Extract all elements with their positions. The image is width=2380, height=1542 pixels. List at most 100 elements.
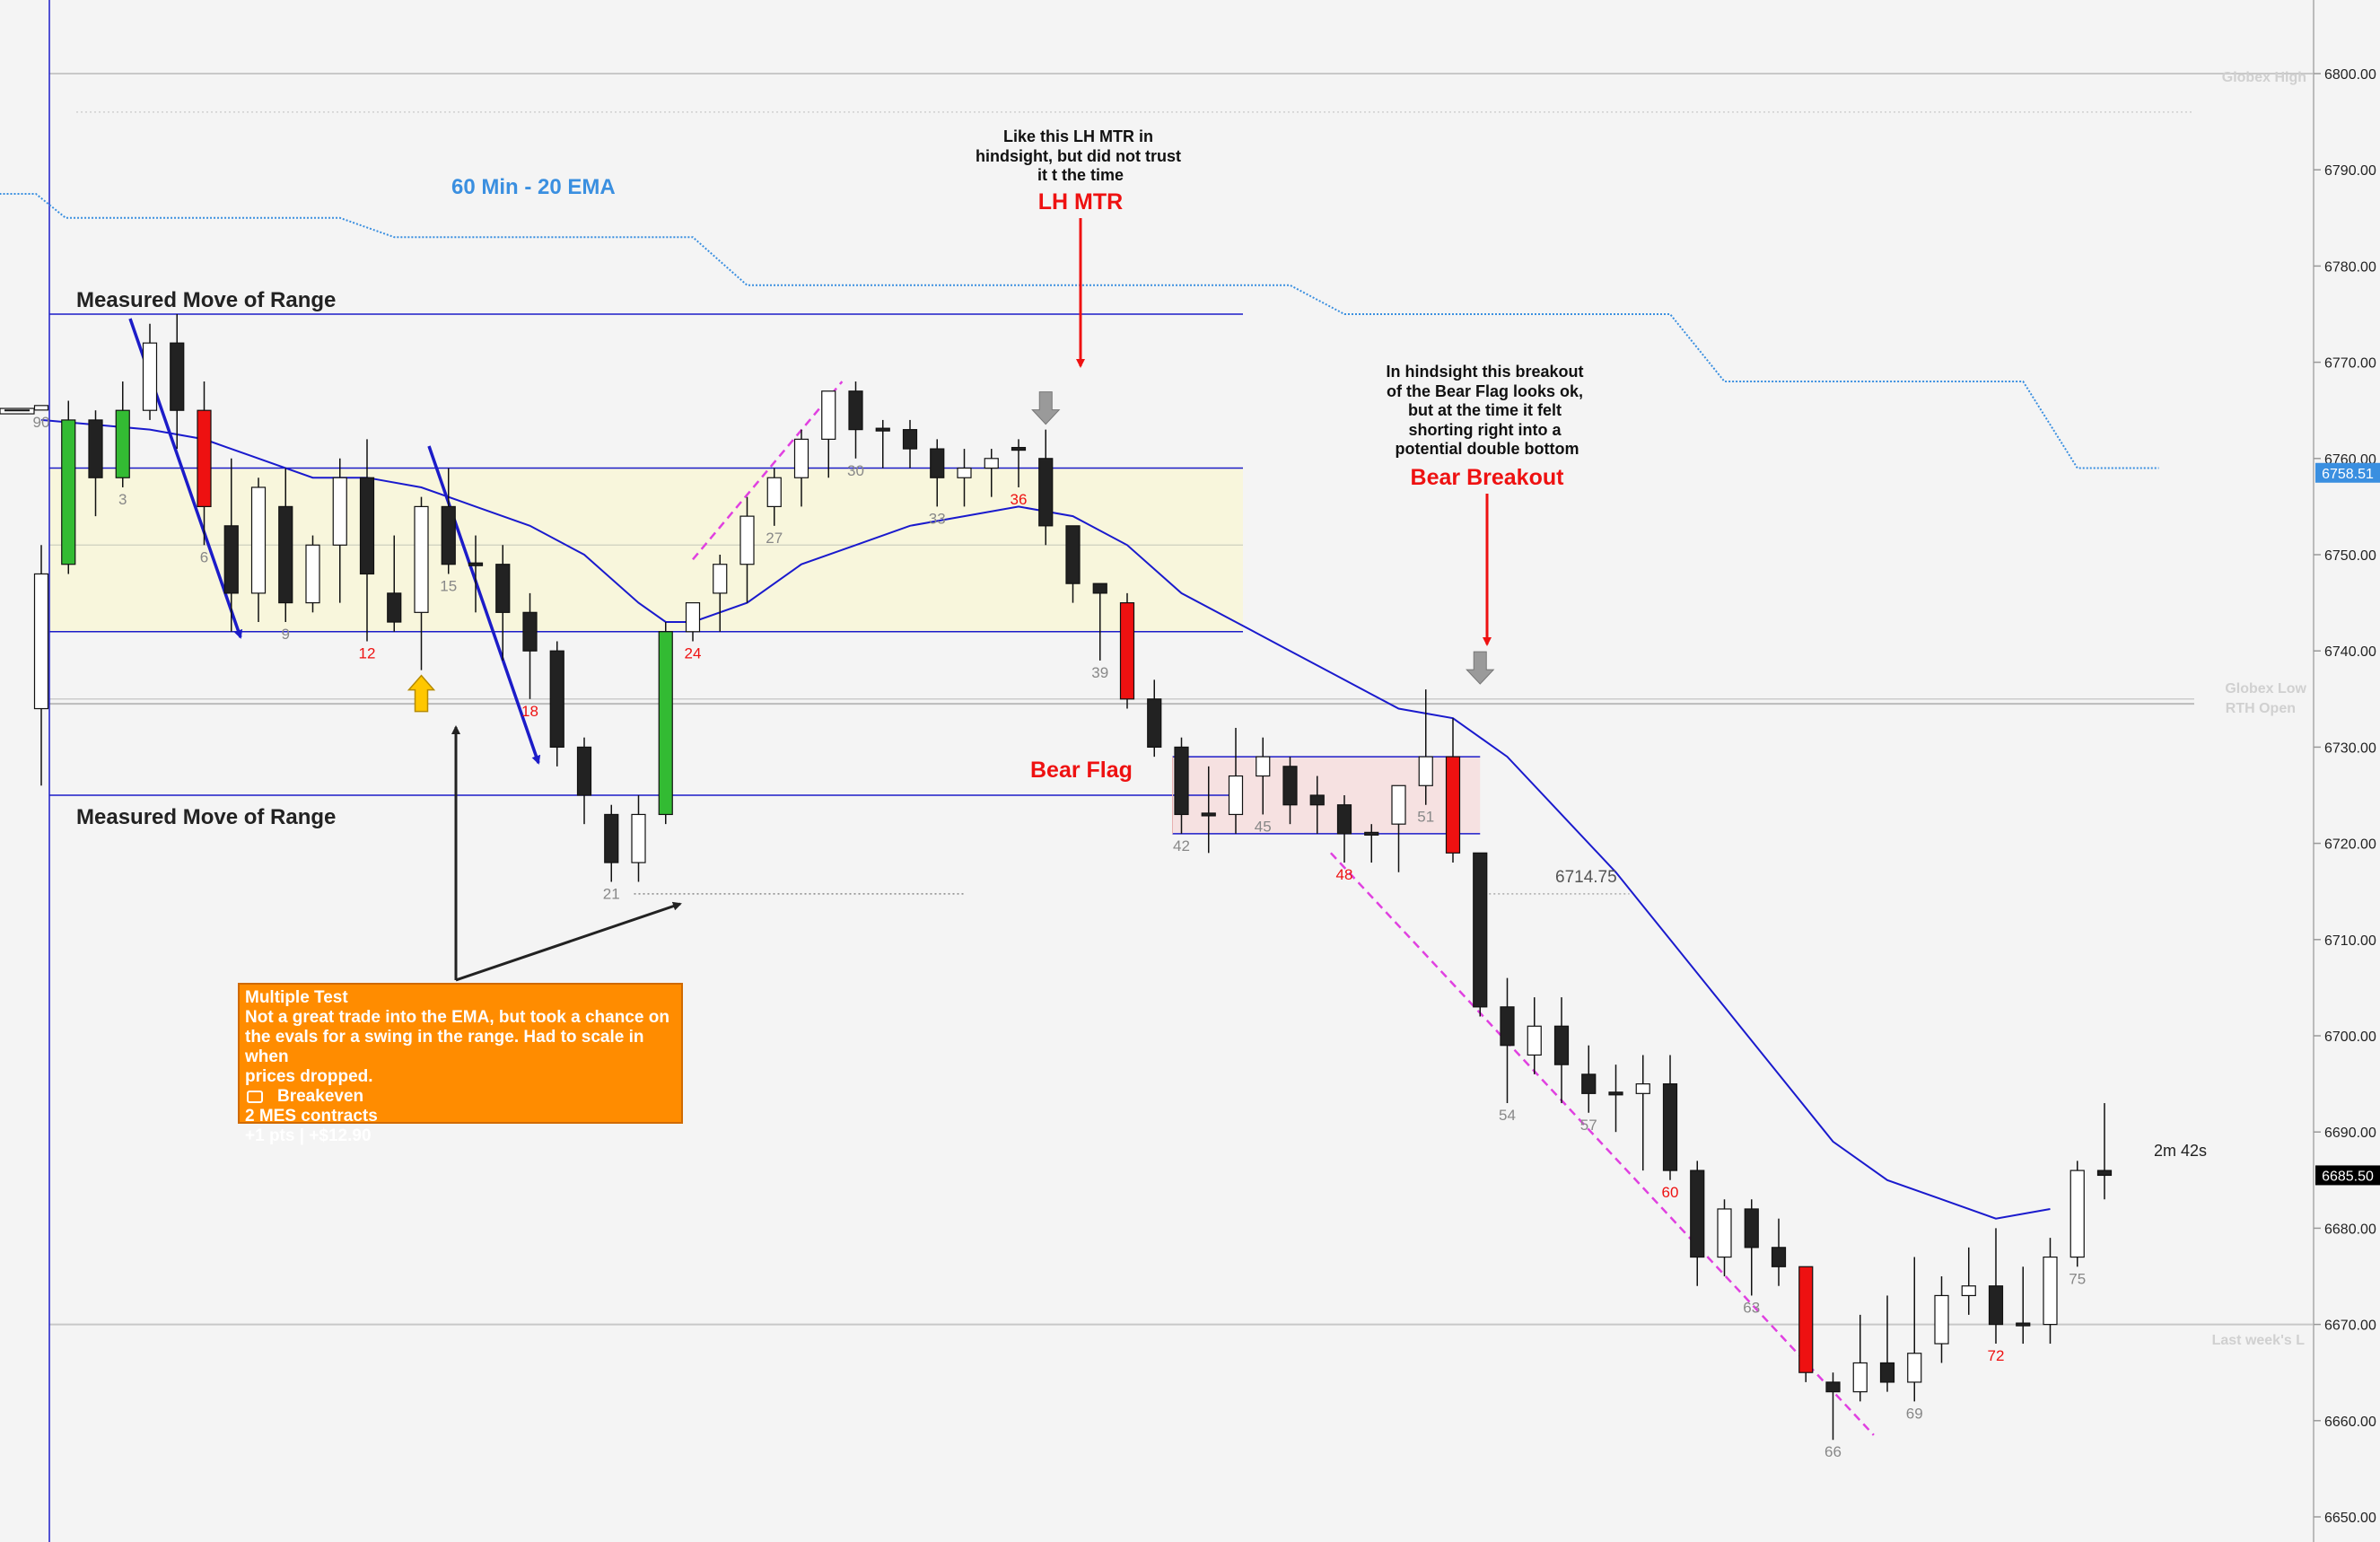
candle-body [1662, 1082, 1678, 1171]
candle-body [902, 429, 918, 450]
candle-body [631, 813, 646, 863]
candle-body [1635, 1082, 1650, 1094]
candle-28 [793, 429, 809, 507]
candle-body [1336, 804, 1352, 835]
candle-27 [766, 468, 782, 526]
trade-note-body-line-3: prices dropped. [245, 1067, 373, 1086]
candle-11 [332, 458, 347, 603]
candle-57 [1581, 1045, 1597, 1113]
candle-0 [33, 545, 49, 786]
candle-21 [604, 804, 619, 882]
candle-44 [1228, 727, 1244, 834]
candle-36 [1011, 439, 1027, 487]
candle-body [984, 458, 999, 469]
ema-60min-label: 60 Min - 20 EMA [451, 175, 616, 199]
candle-body [1256, 756, 1271, 777]
candle-70 [1934, 1276, 1949, 1363]
bar-number-90: 90 [33, 414, 50, 431]
globex-high-label: Globex High [2222, 70, 2306, 85]
price-label-6650: 6650.00 [2324, 1511, 2376, 1526]
candle-body [1119, 601, 1135, 700]
last-price-tag-box [2315, 1165, 2380, 1186]
bear-breakout-note-line-4: shorting right into a [1409, 421, 1562, 439]
measured-move-bottom-label: Measured Move of Range [76, 805, 336, 829]
candle-23 [658, 622, 673, 825]
trade-note-body-line-2: the evals for a swing in the range. Had … [245, 1028, 644, 1066]
candle-body [495, 564, 511, 613]
globex-low-label: Globex Low [2225, 681, 2306, 697]
trade-note-title: Multiple Test [245, 988, 348, 1007]
candle-body [1934, 1294, 1949, 1345]
candle-38 [1065, 525, 1081, 603]
bar-number-36: 36 [1011, 491, 1028, 508]
candle-body [414, 505, 429, 613]
candle-13 [387, 535, 402, 632]
last-price-tag: 6685.50 [2315, 1165, 2380, 1186]
bar-number-57: 57 [1580, 1117, 1597, 1134]
measured-move-top-label: Measured Move of Range [76, 288, 336, 312]
candle-body [2069, 1170, 2085, 1258]
candle-body [468, 562, 484, 566]
candle-37 [1038, 429, 1054, 546]
candle-51 [1418, 689, 1433, 805]
bar-number-15: 15 [440, 577, 457, 594]
level-6714-label: 6714.75 [1555, 868, 1617, 887]
candle-18 [522, 592, 538, 699]
last-price-tag-text: 6685.50 [2322, 1169, 2374, 1184]
candle-body [197, 409, 212, 508]
bar-number-51: 51 [1417, 809, 1434, 826]
bear-flag-label: Bear Flag [1030, 758, 1133, 783]
candle-62 [1717, 1199, 1732, 1276]
candle-body [88, 419, 103, 478]
countdown-label: 2m 42s [2154, 1142, 2207, 1160]
candle-54 [1500, 977, 1515, 1104]
candle-body [1581, 1073, 1597, 1094]
candle-24 [685, 601, 701, 642]
buy-entry-marker [407, 674, 436, 713]
candle-body [223, 525, 239, 594]
bar-number-18: 18 [521, 703, 538, 720]
candle-8 [250, 477, 267, 623]
candle-body [1174, 746, 1189, 816]
candle-68 [1879, 1295, 1895, 1392]
candle-69 [1907, 1257, 1922, 1402]
bar-number-66: 66 [1824, 1443, 1842, 1460]
candle-body [1147, 698, 1162, 748]
candle-body [875, 427, 890, 432]
bar-number-12: 12 [359, 644, 376, 661]
price-label-6660: 6660.00 [2324, 1415, 2376, 1430]
candle-body [170, 342, 185, 411]
bear-breakout-note: In hindsight this breakout of the Bear F… [1386, 363, 1588, 458]
candle-66 [1825, 1372, 1841, 1441]
price-label-6790: 6790.00 [2324, 163, 2376, 179]
price-axis[interactable]: 6650.00 6660.00 6670.00 6680.00 6690.00 6700.… [2313, 0, 2376, 1542]
candle-body [61, 419, 76, 565]
ema-price-tag: 6758.51 [2315, 462, 2380, 483]
candle-73 [2016, 1266, 2031, 1345]
bar-number-69: 69 [1906, 1405, 1923, 1422]
price-label-6690: 6690.00 [2324, 1126, 2376, 1141]
candle-52 [1445, 718, 1461, 863]
candle-body [1798, 1266, 1814, 1373]
candle-59 [1635, 1055, 1650, 1171]
candle-body [1228, 775, 1244, 816]
candle-body [1771, 1247, 1787, 1267]
candle-body [658, 631, 673, 816]
candle-65 [1798, 1266, 1814, 1382]
candle-4 [142, 323, 158, 420]
price-label-6710: 6710.00 [2324, 933, 2376, 949]
lh-mtr-note-line-3: it t the time [1037, 166, 1124, 184]
candle-body [713, 564, 728, 594]
candle-body [1038, 458, 1054, 527]
candle-body [1500, 1006, 1515, 1047]
lh-mtr-label: LH MTR [1038, 189, 1123, 215]
price-label-6780: 6780.00 [2324, 259, 2376, 275]
candle-29 [821, 390, 836, 478]
candle-body [604, 813, 619, 863]
rth-open-label: RTH Open [2226, 701, 2296, 716]
candle-body [522, 611, 538, 652]
candle-60 [1662, 1055, 1678, 1180]
trade-note: Multiple Test Not a great trade into the… [238, 983, 683, 1145]
candle-15 [441, 468, 456, 574]
